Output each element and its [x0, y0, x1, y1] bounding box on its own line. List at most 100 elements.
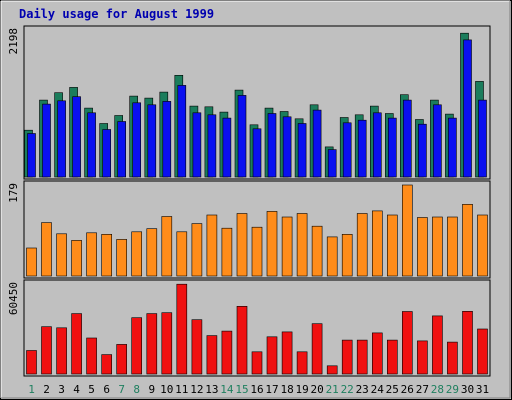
day-label: 7	[118, 383, 125, 396]
bar	[86, 232, 97, 277]
bar	[221, 227, 233, 277]
bar	[191, 223, 203, 277]
bar	[371, 210, 383, 277]
bar	[56, 233, 67, 277]
bar	[206, 335, 218, 375]
bar	[282, 116, 292, 178]
bar	[206, 214, 218, 277]
day-label: 17	[265, 383, 278, 396]
bar	[161, 216, 173, 277]
bar	[131, 231, 142, 277]
bar	[462, 204, 473, 277]
bar	[266, 211, 278, 277]
bar	[132, 102, 141, 178]
bar	[401, 184, 413, 277]
bar	[417, 340, 428, 375]
bar	[162, 101, 172, 178]
bar	[26, 247, 37, 277]
bar	[387, 117, 397, 178]
day-label: 12	[190, 383, 203, 396]
day-label: 25	[386, 383, 399, 396]
day-label: 20	[310, 383, 323, 396]
bar	[462, 310, 473, 375]
bar	[251, 351, 263, 375]
bar	[222, 117, 232, 178]
bar	[326, 236, 338, 277]
bar	[176, 283, 188, 375]
bar	[312, 109, 322, 178]
bar	[477, 328, 488, 375]
bar	[101, 234, 112, 277]
day-label: 28	[431, 383, 444, 396]
bar	[71, 240, 82, 277]
day-label: 3	[58, 383, 65, 396]
bar	[41, 222, 52, 277]
bar	[281, 216, 293, 277]
bar	[432, 216, 443, 277]
bar	[251, 226, 263, 277]
bar	[102, 129, 111, 178]
bar	[267, 113, 277, 178]
bar	[221, 330, 233, 375]
day-label: 29	[446, 383, 459, 396]
bar	[177, 85, 187, 178]
bar	[56, 327, 67, 375]
bar	[386, 339, 398, 375]
bar	[372, 112, 382, 178]
bar	[478, 99, 487, 178]
bar	[311, 323, 323, 375]
bar	[297, 123, 307, 178]
bar	[311, 225, 323, 277]
bar	[161, 312, 173, 375]
panel-bottom-max-label: 60450	[7, 282, 20, 315]
bar	[26, 350, 37, 375]
bar	[447, 216, 458, 277]
day-label: 5	[88, 383, 95, 396]
day-label: 22	[341, 383, 354, 396]
day-label: 30	[461, 383, 474, 396]
bar	[296, 213, 308, 277]
bar	[72, 96, 81, 178]
day-label: 19	[295, 383, 308, 396]
day-label: 8	[133, 383, 140, 396]
bar	[71, 313, 82, 375]
panel-top: 2198	[7, 25, 491, 180]
day-label: 10	[160, 383, 173, 396]
day-label: 9	[148, 383, 155, 396]
bar	[356, 339, 368, 375]
bar	[341, 339, 353, 375]
bar	[326, 365, 338, 375]
bar	[417, 217, 428, 277]
panel-top-max-label: 2198	[7, 28, 20, 55]
bar	[463, 39, 472, 178]
bar	[176, 231, 188, 277]
bar	[237, 95, 247, 178]
day-label: 23	[356, 383, 369, 396]
day-label: 27	[416, 383, 429, 396]
bar	[87, 112, 96, 178]
chart-title: Daily usage for August 1999	[19, 7, 215, 21]
bar	[447, 341, 458, 375]
day-label: 16	[250, 383, 263, 396]
bar	[192, 112, 202, 178]
bar	[432, 315, 443, 375]
day-label: 6	[103, 383, 110, 396]
day-label: 1	[28, 383, 35, 396]
bar	[418, 123, 427, 178]
day-label: 14	[220, 383, 234, 396]
bar	[117, 121, 126, 178]
day-label: 24	[371, 383, 385, 396]
bar	[147, 104, 157, 178]
bar	[191, 319, 203, 375]
day-label: 4	[73, 383, 80, 396]
panel-middle: 179	[7, 180, 491, 279]
day-label: 18	[280, 383, 293, 396]
panel-middle-max-label: 179	[7, 183, 20, 203]
day-label: 13	[205, 383, 218, 396]
bar	[146, 313, 158, 375]
bar	[402, 99, 412, 178]
bar	[281, 331, 293, 375]
day-label: 2	[43, 383, 50, 396]
bar	[356, 213, 368, 277]
